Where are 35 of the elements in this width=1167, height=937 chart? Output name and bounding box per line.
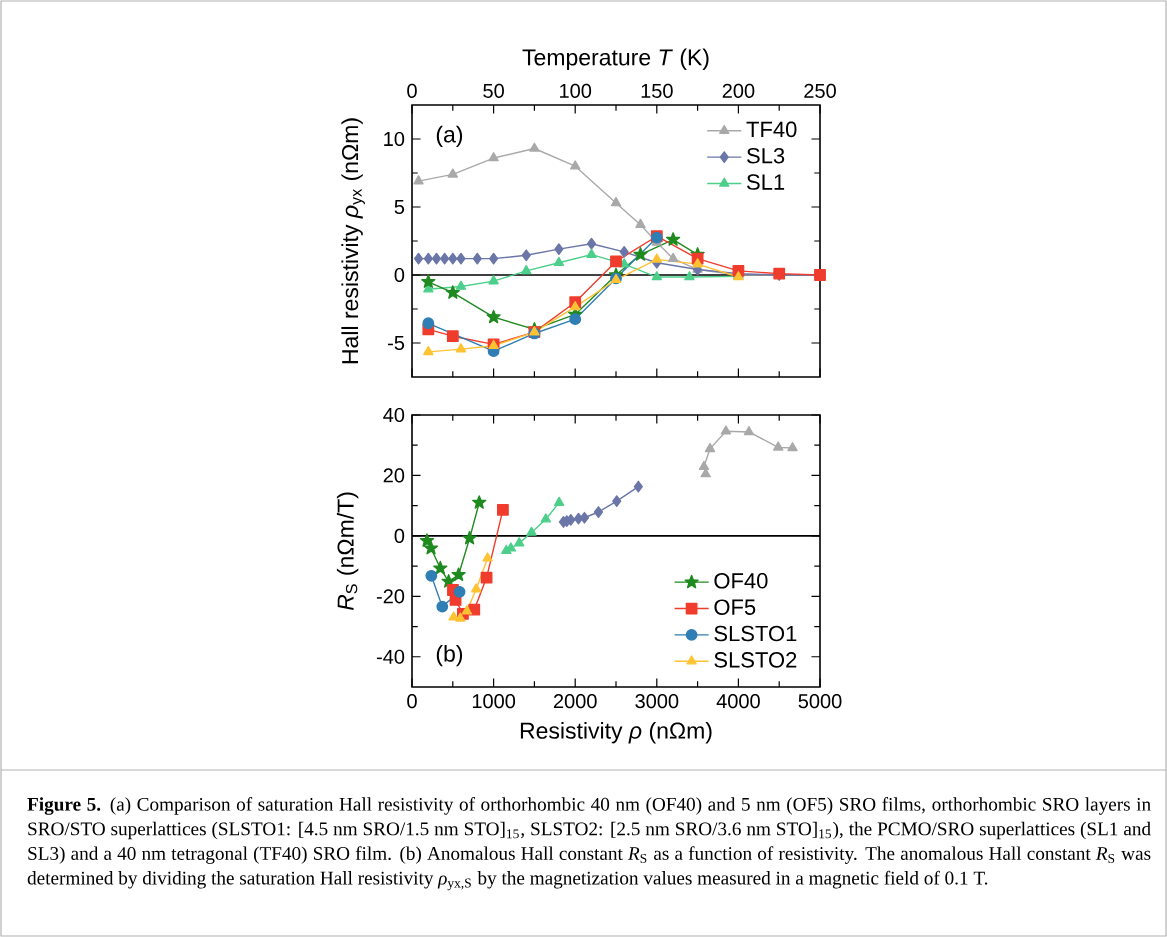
x-tick-label: 250 [804,83,836,98]
y-tick-label: -20 [376,589,405,604]
x-axis-title: Temperature T (K) [522,48,709,71]
x-axis-title: Resistivity ρ (nΩm) [520,721,712,744]
y-tick-label: 20 [383,468,405,483]
x-tick-label: 150 [641,83,673,98]
x-tick-label: 3000 [635,694,679,709]
x-tick-label: 5000 [798,694,842,709]
legend-label: SL1 [747,174,785,190]
legend-label: SL3 [747,147,785,164]
x-tick-label: 2000 [553,694,597,709]
y-tick-label: 0 [394,267,405,283]
y-tick-label: 0 [394,528,405,543]
y-axis-title: Hall resistivity ρ$_{yx}$ (nΩm) [341,118,365,364]
y-tick-label: 5 [394,200,405,214]
legend-label: OF40 [714,573,768,589]
legend-label: OF5 [714,599,756,615]
text: Figure 5. (a) Comparison of saturation Hall resistivity of orthorhombic 40 nm (OF40) and 5 nm (OF5) SRO films, orthorhombic SRO layers in SRO/STO superlattices (SLSTO1: [4.5 nm SRO/1.5 nm STO]$_{15}$, SLSTO2: [2.5 nm SRO/3.6 nm STO]$_{15}$), the PCMO/SRO superlattices (SL1 and SL3) and a 40 nm tetragonal (TF40) SRO film. (b) Anomalous Hall constant R$_{S}$ as a function of resistivity. The anomalous Hall constant R$_{S}$ was determined by dividing the saturation Hall resistivity ρ$_{yx,S}$ by the magnetization values measured in a magnetic field of 0.1 T. [27,797,1151,891]
x-tick-label: 0 [407,83,417,98]
y-tick-label: -40 [376,649,405,664]
x-tick-label: 4000 [716,694,760,709]
annotation: (b) [436,644,463,667]
x-tick-label: 100 [560,83,592,98]
x-tick-label: 50 [483,83,504,98]
y-tick-label: 40 [383,407,405,423]
x-tick-label: 0 [407,694,417,709]
legend-label: SLSTO1 [714,625,797,642]
y-axis-title: R$_{S}$ (nΩm/T) [336,492,359,611]
annotation: (a) [436,125,463,148]
y-tick-label: 10 [384,131,405,147]
x-tick-label: 1000 [472,694,516,709]
y-tick-label: -5 [388,336,405,350]
legend-label: SLSTO2 [714,652,797,668]
legend-label: TF40 [746,121,797,138]
x-tick-label: 200 [722,83,755,98]
